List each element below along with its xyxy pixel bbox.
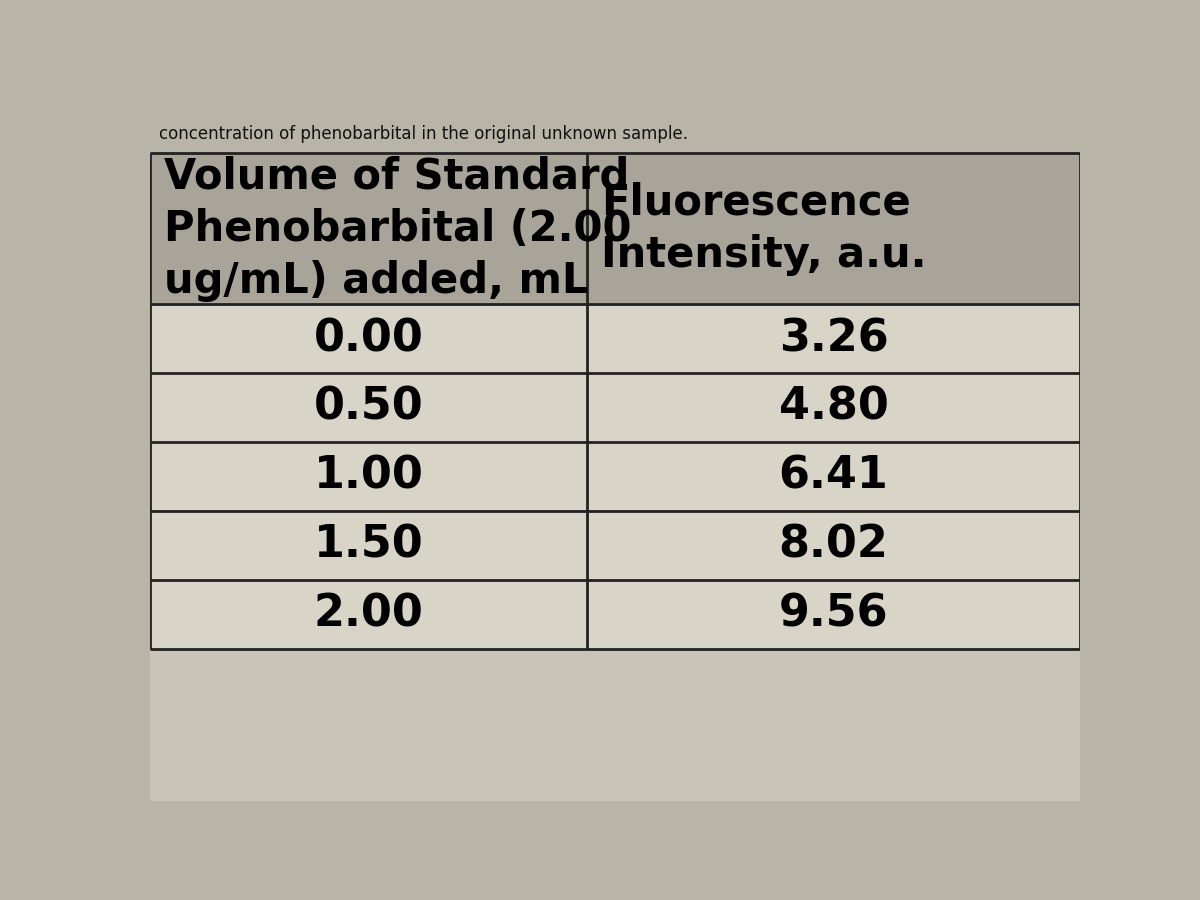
Text: 1.00: 1.00 (313, 454, 424, 498)
Text: 0.50: 0.50 (313, 386, 424, 429)
Text: 8.02: 8.02 (779, 524, 888, 567)
Text: 3.26: 3.26 (779, 317, 888, 360)
Text: 9.56: 9.56 (779, 592, 888, 635)
Bar (150, 580, 1080, 649)
Text: 6.41: 6.41 (779, 454, 888, 498)
Text: 0.00: 0.00 (313, 317, 424, 360)
Text: concentration of phenobarbital in the original unknown sample.: concentration of phenobarbital in the or… (160, 125, 689, 143)
Bar (150, 511, 1080, 580)
Bar (150, 649, 1080, 801)
Text: 1.50: 1.50 (313, 524, 424, 567)
Bar (150, 442, 1080, 511)
Text: 4.80: 4.80 (779, 386, 888, 429)
Text: 2.00: 2.00 (313, 592, 424, 635)
Text: Volume of Standard
Phenobarbital (2.00
ug/mL) added, mL: Volume of Standard Phenobarbital (2.00 u… (164, 156, 631, 302)
Bar (150, 304, 1080, 373)
Text: Fluorescence
Intensity, a.u.: Fluorescence Intensity, a.u. (601, 182, 926, 275)
Bar (150, 153, 1080, 304)
Bar (150, 373, 1080, 442)
